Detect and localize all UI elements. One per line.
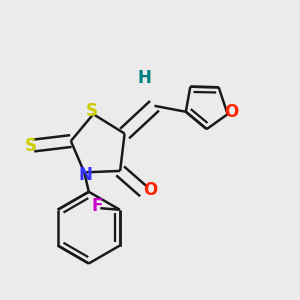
Text: S: S xyxy=(86,102,98,120)
Text: O: O xyxy=(143,181,158,199)
Text: F: F xyxy=(92,197,103,215)
Text: O: O xyxy=(224,103,238,121)
Text: H: H xyxy=(137,69,151,87)
Text: S: S xyxy=(25,136,37,154)
Text: N: N xyxy=(79,166,93,184)
